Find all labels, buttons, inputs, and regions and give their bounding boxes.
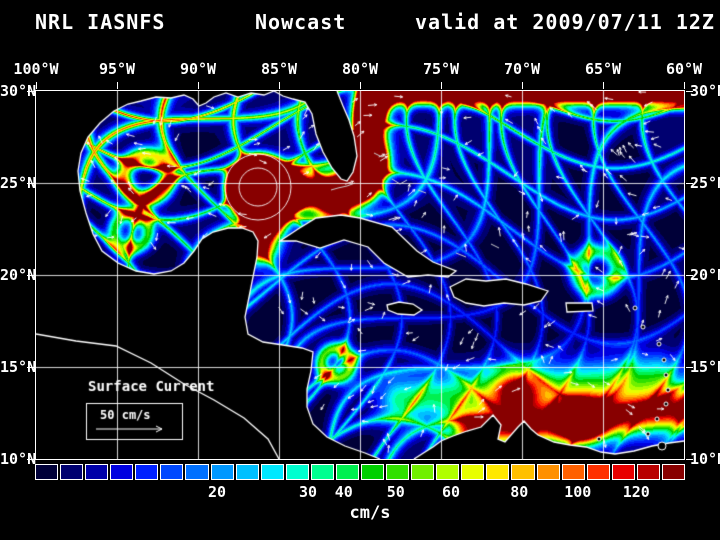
colorbar-cell bbox=[636, 464, 660, 480]
lat-label: 15°N bbox=[0, 358, 37, 376]
lon-tick bbox=[35, 82, 37, 89]
colorbar-cell bbox=[511, 464, 535, 480]
colorbar-cell bbox=[285, 464, 309, 480]
colorbar-cell bbox=[411, 464, 435, 480]
lon-tick bbox=[683, 82, 685, 89]
colorbar-cell bbox=[386, 464, 410, 480]
title-valid-time: valid at 2009/07/11 12Z bbox=[415, 10, 715, 34]
lat-label: 30°N bbox=[690, 82, 720, 100]
lat-tick bbox=[27, 458, 34, 460]
colorbar-tick-label: 30 bbox=[298, 483, 318, 501]
lat-label: 25°N bbox=[690, 174, 720, 192]
colorbar-cell bbox=[110, 464, 134, 480]
lat-tick bbox=[27, 366, 34, 368]
colorbar-cell bbox=[461, 464, 485, 480]
colorbar-cell bbox=[310, 464, 334, 480]
lat-label: 20°N bbox=[690, 266, 720, 284]
colorbar-tick-label: 50 bbox=[386, 483, 405, 501]
lat-tick bbox=[27, 90, 34, 92]
lat-tick bbox=[27, 274, 34, 276]
lat-label: 10°N bbox=[0, 450, 37, 468]
colorbar-cell bbox=[335, 464, 360, 480]
colorbar-cell bbox=[210, 464, 234, 480]
lon-tick bbox=[602, 82, 604, 89]
lat-tick bbox=[686, 90, 693, 92]
lon-label: 85°W bbox=[260, 60, 298, 78]
lon-tick bbox=[116, 82, 118, 89]
colorbar-cell bbox=[361, 464, 385, 480]
lon-tick bbox=[359, 82, 361, 89]
colorbar-cell bbox=[486, 464, 510, 480]
lat-label: 15°N bbox=[690, 358, 720, 376]
map-plot-frame bbox=[35, 90, 685, 460]
lon-tick bbox=[521, 82, 523, 89]
lat-tick bbox=[686, 366, 693, 368]
lat-tick bbox=[686, 458, 693, 460]
colorbar-cell bbox=[561, 464, 585, 480]
lon-label: 65°W bbox=[584, 60, 622, 78]
colorbar-cell bbox=[35, 464, 59, 480]
lon-tick bbox=[278, 82, 280, 89]
lon-label: 100°W bbox=[13, 60, 59, 78]
lon-label: 60°W bbox=[665, 60, 703, 78]
colorbar-cell bbox=[536, 464, 560, 480]
lon-label: 70°W bbox=[503, 60, 541, 78]
colorbar-cell bbox=[185, 464, 209, 480]
colorbar-cell bbox=[436, 464, 460, 480]
colorbar-cell bbox=[586, 464, 610, 480]
lat-label: 25°N bbox=[0, 174, 37, 192]
colorbar-tick-label: 40 bbox=[334, 483, 353, 501]
lat-tick bbox=[27, 182, 34, 184]
lat-label: 30°N bbox=[0, 82, 37, 100]
colorbar-cell bbox=[661, 464, 686, 480]
title-product: Nowcast bbox=[255, 10, 347, 34]
lon-label: 90°W bbox=[179, 60, 217, 78]
lat-label: 10°N bbox=[690, 450, 720, 468]
lat-tick bbox=[686, 274, 693, 276]
colorbar-cell bbox=[160, 464, 184, 480]
lat-label: 20°N bbox=[0, 266, 37, 284]
colorbar-cell bbox=[235, 464, 259, 480]
colorbar-cell bbox=[260, 464, 284, 480]
colorbar-cell bbox=[611, 464, 635, 480]
colorbar-cell bbox=[60, 464, 84, 480]
colorbar-cell bbox=[85, 464, 109, 480]
colorbar-tick-label: 60 bbox=[441, 483, 461, 501]
surface-current-map bbox=[36, 91, 684, 459]
colorbar-tick-label: 100 bbox=[564, 483, 592, 501]
speed-colorbar bbox=[35, 464, 686, 480]
lon-label: 75°W bbox=[422, 60, 460, 78]
colorbar-tick-label: 80 bbox=[510, 483, 529, 501]
title-model-name: NRL IASNFS bbox=[35, 10, 166, 34]
lon-label: 95°W bbox=[98, 60, 136, 78]
colorbar-unit-label: cm/s bbox=[349, 503, 391, 523]
colorbar-cell bbox=[135, 464, 159, 480]
colorbar-tick-label: 120 bbox=[622, 483, 650, 501]
lon-tick bbox=[440, 82, 442, 89]
lon-label: 80°W bbox=[341, 60, 379, 78]
lon-tick bbox=[197, 82, 199, 89]
lat-tick bbox=[686, 182, 693, 184]
colorbar-tick-label: 20 bbox=[207, 483, 227, 501]
